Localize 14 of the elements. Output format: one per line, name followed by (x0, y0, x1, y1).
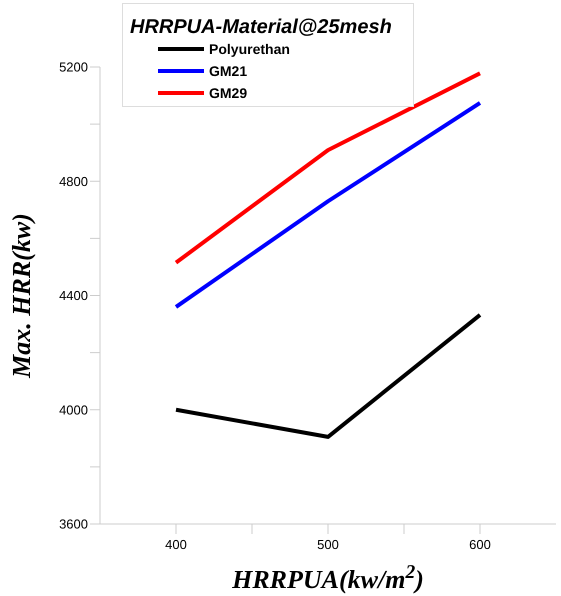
legend-title: HRRPUA-Material@25mesh (130, 16, 392, 38)
x-tick-label: 600 (469, 537, 491, 552)
y-tick-label: 4000 (59, 402, 88, 418)
legend-label: Polyurethan (209, 41, 290, 57)
x-axis-title: HRRPUA(kw/m$^{2}$) (231, 562, 424, 594)
y-tick-label: 5200 (59, 60, 88, 75)
legend-label: GM21 (209, 63, 248, 79)
y-tick-label: 4400 (59, 288, 88, 304)
legend-label: GM29 (209, 85, 248, 101)
x-tick-label: 400 (165, 537, 187, 552)
y-tick-label: 4800 (59, 174, 88, 189)
y-axis-title: Max. HRR(kw) (7, 213, 36, 379)
x-tick-label: 500 (317, 537, 339, 552)
y-tick-label: 3600 (59, 516, 88, 532)
